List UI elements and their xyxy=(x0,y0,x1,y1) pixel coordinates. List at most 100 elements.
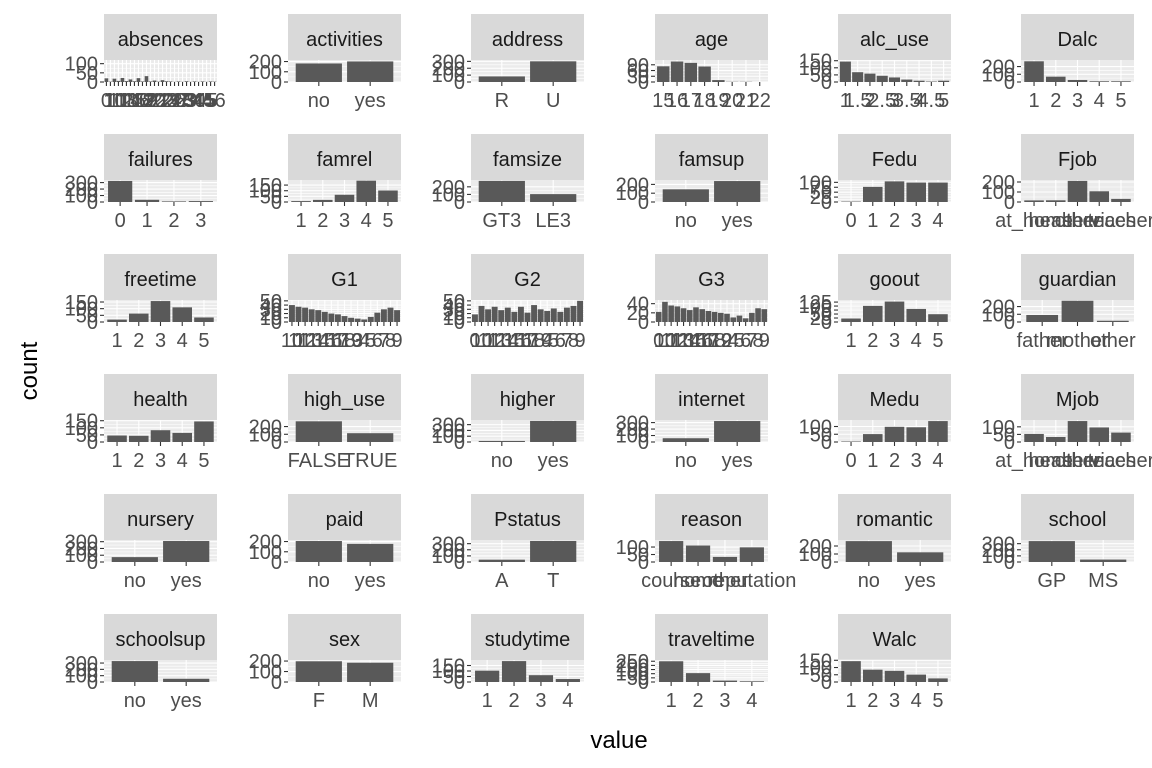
y-tick-label: 50 xyxy=(993,424,1015,446)
bar xyxy=(164,81,169,82)
bar xyxy=(530,540,577,562)
x-tick-label: 2 xyxy=(133,330,144,352)
x-tick-label: yes xyxy=(355,90,386,112)
x-tick-label: yes xyxy=(722,450,753,472)
facet-title: Pstatus xyxy=(494,509,561,531)
bar xyxy=(288,305,295,322)
y-tick-label: 20 xyxy=(627,303,649,325)
x-tick-label: yes xyxy=(538,450,569,472)
bar xyxy=(852,72,864,82)
y-tick-label: 100 xyxy=(432,184,465,206)
x-tick-label: 17 xyxy=(516,330,538,352)
y-tick-label: 0 xyxy=(821,432,832,454)
y-tick-label: 0 xyxy=(638,72,649,94)
y-tick-label: 0 xyxy=(821,312,832,334)
facet-strip xyxy=(288,14,401,60)
x-tick-label: 5 xyxy=(205,90,216,112)
x-tick-label: home xyxy=(673,570,723,592)
bar xyxy=(557,311,564,322)
bar xyxy=(172,432,193,442)
bar xyxy=(374,312,381,322)
x-tick-label: yes xyxy=(171,570,202,592)
x-tick-label: 19 xyxy=(707,90,729,112)
bar xyxy=(144,76,149,82)
facet-title: high_use xyxy=(304,389,385,411)
y-tick-label: 30 xyxy=(260,299,282,321)
y-tick-label: 100 xyxy=(799,417,832,439)
panel-background xyxy=(104,60,217,82)
y-tick-label: 0 xyxy=(271,552,282,574)
x-tick-label: 19 xyxy=(710,330,732,352)
x-tick-label: health xyxy=(1029,210,1084,232)
y-tick-label: 300 xyxy=(432,415,465,437)
bar xyxy=(111,661,158,682)
y-tick-label: 300 xyxy=(616,413,649,435)
x-tick-label: 22 xyxy=(151,90,173,112)
bar xyxy=(718,312,724,322)
x-tick-label: 45 xyxy=(195,90,217,112)
y-tick-label: 0 xyxy=(638,432,649,454)
x-tick-label: 19 xyxy=(135,90,157,112)
facet-title: paid xyxy=(326,509,364,531)
facet-strip xyxy=(104,134,217,180)
y-tick-label: 100 xyxy=(982,182,1015,204)
facet-title: health xyxy=(133,389,188,411)
facet-title: absences xyxy=(118,29,204,51)
x-tick-label: 9 xyxy=(391,330,402,352)
bar xyxy=(864,73,876,82)
x-tick-label: 16 xyxy=(127,90,149,112)
y-tick-label: 50 xyxy=(810,424,832,446)
bar xyxy=(134,199,160,202)
bar xyxy=(888,77,901,82)
facet-title: G3 xyxy=(698,269,725,291)
bar xyxy=(194,317,214,322)
x-tick-label: 3 xyxy=(889,330,900,352)
facet-title: traveltime xyxy=(668,629,755,651)
y-tick-label: 0 xyxy=(271,672,282,694)
y-tick-label: 200 xyxy=(432,420,465,442)
y-tick-label: 100 xyxy=(982,546,1015,568)
y-tick-label: 0 xyxy=(271,72,282,94)
y-tick-label: 50 xyxy=(810,665,832,687)
x-tick-label: 0 xyxy=(653,330,664,352)
x-tick-label: 4 xyxy=(562,690,573,712)
x-tick-label: 0 xyxy=(469,330,480,352)
x-tick-label: 11 xyxy=(288,330,309,352)
bar xyxy=(680,308,687,322)
y-tick-label: 90 xyxy=(627,55,649,77)
x-tick-label: 6 xyxy=(372,330,383,352)
y-tick-label: 0 xyxy=(638,192,649,214)
x-tick-label: 1.5 xyxy=(844,90,872,112)
bar xyxy=(152,80,157,82)
x-tick-label: 5 xyxy=(198,330,209,352)
y-tick-label: 0 xyxy=(454,72,465,94)
x-tick-label: 1 xyxy=(867,450,878,472)
facet-strip xyxy=(1021,14,1134,60)
x-tick-label: 12 xyxy=(484,330,506,352)
x-tick-label: 23 xyxy=(155,90,177,112)
x-tick-label: 10 xyxy=(103,90,125,112)
x-tick-label: 7 xyxy=(746,330,757,352)
bar xyxy=(347,433,394,442)
x-tick-label: 18 xyxy=(523,330,545,352)
x-tick-label: 27 xyxy=(167,90,189,112)
bar xyxy=(380,309,387,322)
x-tick-label: 14 xyxy=(307,330,329,352)
bar xyxy=(901,79,913,82)
y-tick-label: 0 xyxy=(271,192,282,214)
x-tick-label: 0 xyxy=(845,210,856,232)
facet-strip xyxy=(838,614,951,660)
bar xyxy=(712,680,738,682)
bar xyxy=(478,559,525,562)
bar xyxy=(168,81,173,82)
y-tick-label: 0 xyxy=(271,432,282,454)
x-tick-label: 1 xyxy=(1028,90,1039,112)
bar xyxy=(928,182,948,202)
bar xyxy=(530,194,577,202)
bar xyxy=(478,76,525,82)
x-tick-label: M xyxy=(362,690,379,712)
